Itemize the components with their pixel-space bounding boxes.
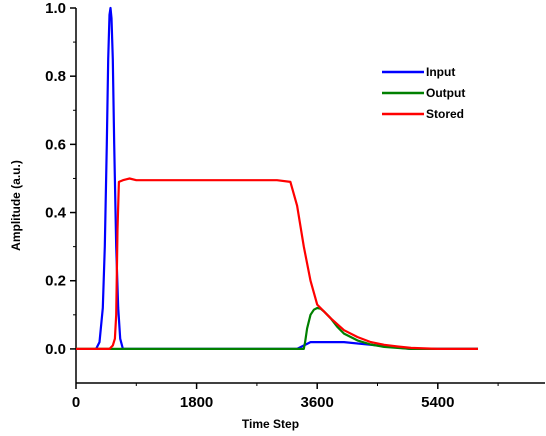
x-tick-label: 0 (72, 394, 80, 411)
series-line-stored (76, 177, 478, 350)
x-axis-title: Time Step (242, 417, 299, 431)
series-line-input (95, 6, 478, 350)
legend-label-stored: Stored (426, 107, 464, 121)
y-tick-label: 0.2 (45, 273, 66, 290)
ticks: 0.0 0.2 0.4 0.6 0.8 1.0 0 1800 3600 5400 (45, 0, 499, 411)
series-line-output (76, 306, 478, 350)
legend: Input Output Stored (382, 65, 465, 121)
y-tick-label: 0.0 (45, 341, 66, 358)
series-lines (76, 6, 478, 350)
y-tick-label: 1.0 (45, 0, 66, 17)
y-tick-label: 0.6 (45, 136, 66, 153)
legend-label-output: Output (426, 86, 465, 100)
legend-label-input: Input (426, 65, 455, 79)
y-axis-title: Amplitude (a.u.) (9, 160, 23, 251)
y-tick-label: 0.4 (45, 205, 67, 222)
x-tick-label: 1800 (180, 394, 213, 411)
axes (75, 8, 545, 384)
y-tick-label: 0.8 (45, 68, 66, 85)
x-tick-label: 5400 (421, 394, 454, 411)
x-tick-label: 3600 (301, 394, 334, 411)
